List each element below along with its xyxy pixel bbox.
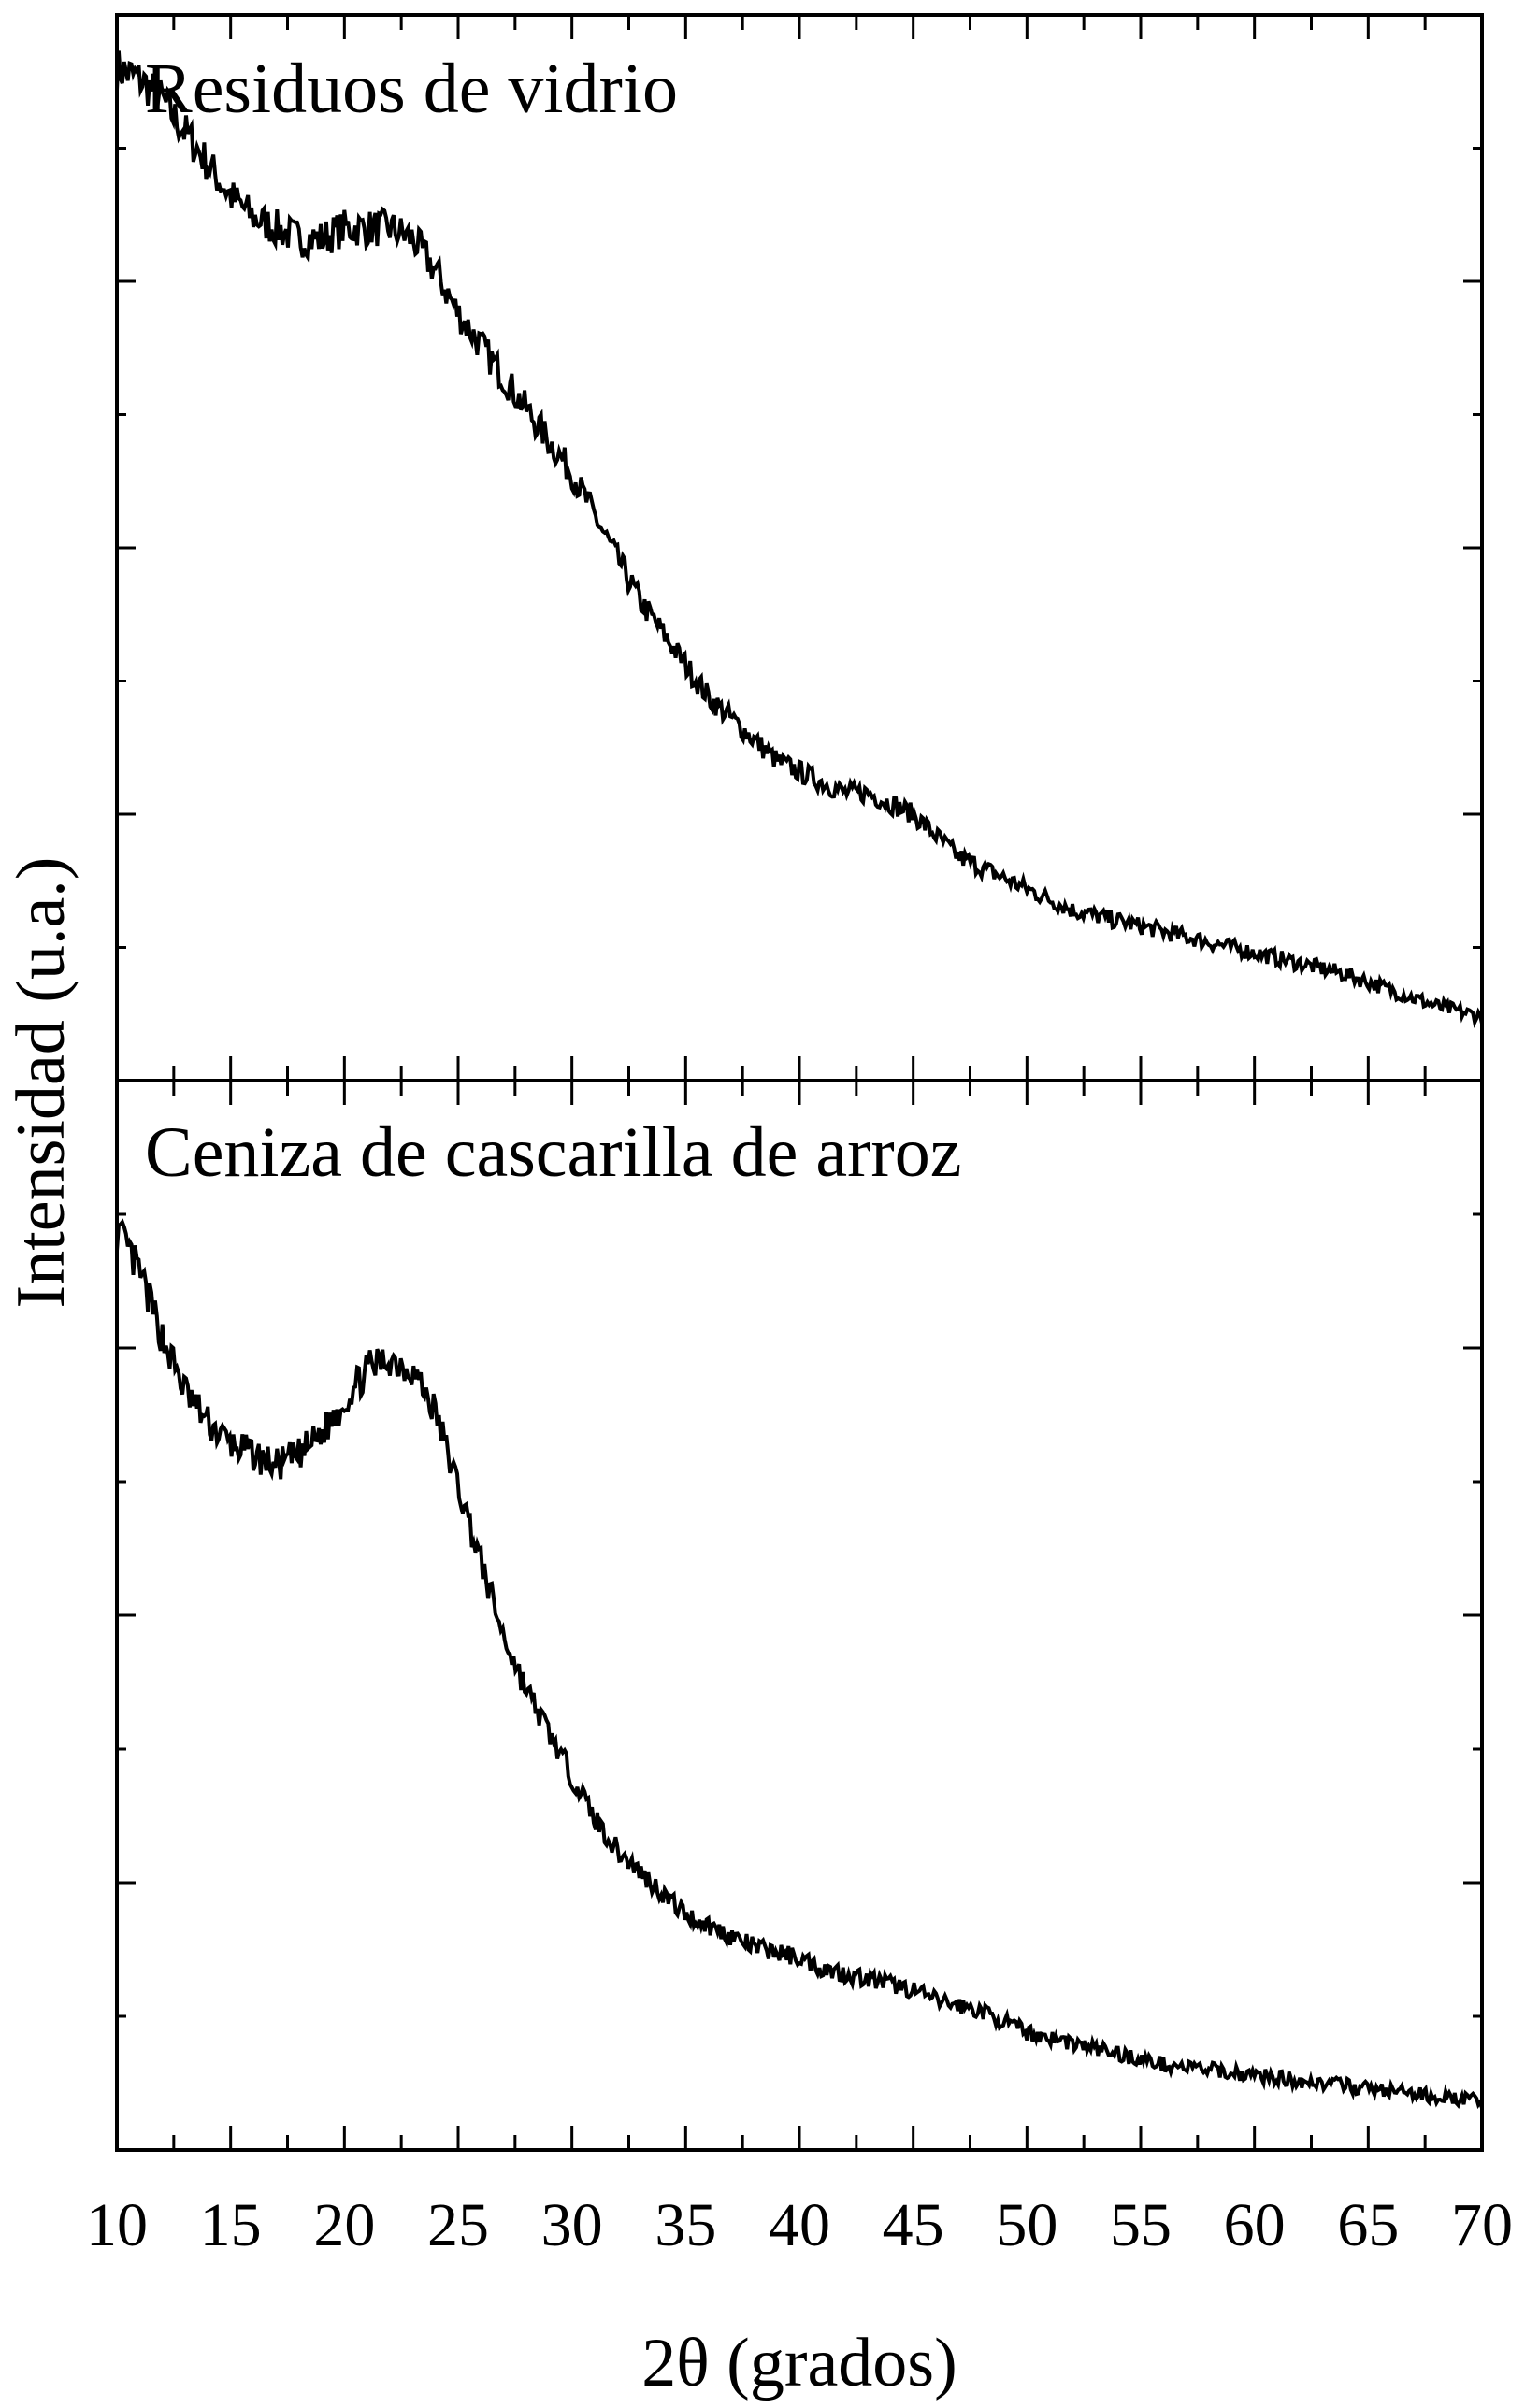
x-axis-label: 2θ (grados) [641, 2325, 957, 2401]
x-tick-label: 15 [200, 2191, 262, 2259]
x-tick-label: 70 [1451, 2191, 1513, 2259]
panel-frame-top [115, 13, 1484, 1082]
panel-frame-bottom [115, 1079, 1484, 2152]
x-tick-label: 50 [996, 2191, 1057, 2259]
x-tick-label: 55 [1110, 2191, 1172, 2259]
tick-marks-bottom [115, 1081, 1484, 2150]
panel-ceniza-de-cascarilla: Ceniza de cascarilla de arroz [115, 1079, 1484, 2152]
panel-title-top: Residuos de vidrio [145, 50, 678, 128]
x-tick-label: 30 [541, 2191, 603, 2259]
data-line-residuos-de-vidrio [115, 50, 1484, 1028]
y-axis-label: Intensidad (u.a.) [3, 857, 79, 1309]
x-tick-label: 35 [655, 2191, 716, 2259]
data-line-ceniza-de-cascarilla [115, 1218, 1484, 2110]
x-tick-label: 40 [769, 2191, 830, 2259]
x-tick-label: 25 [427, 2191, 489, 2259]
x-tick-labels: 10 15 20 25 30 35 40 45 50 55 60 65 70 [86, 2191, 1513, 2259]
panel-title-bottom: Ceniza de cascarilla de arroz [145, 1113, 961, 1192]
x-tick-label: 10 [86, 2191, 148, 2259]
tick-marks-top [115, 15, 1484, 1081]
x-tick-label: 65 [1337, 2191, 1399, 2259]
x-tick-label: 20 [313, 2191, 375, 2259]
panel-residuos-de-vidrio: Residuos de vidrio [115, 13, 1484, 1082]
x-tick-label: 60 [1224, 2191, 1286, 2259]
x-tick-label: 45 [883, 2191, 944, 2259]
